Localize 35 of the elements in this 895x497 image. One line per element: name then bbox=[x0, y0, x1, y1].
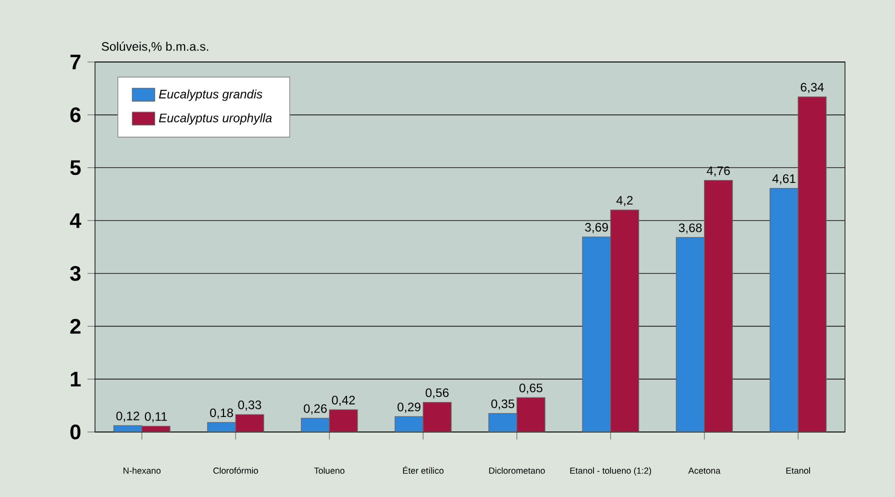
y-tick-label: 5 bbox=[70, 160, 81, 176]
y-tick-label: 3 bbox=[70, 266, 81, 281]
y-tick-label: 2 bbox=[70, 318, 80, 334]
data-label: 3,69 bbox=[585, 222, 608, 234]
data-label: 4,76 bbox=[706, 166, 730, 177]
y-tick-label: 6 bbox=[70, 107, 81, 122]
y-axis-title: Solúveis,% b.m.a.s. bbox=[102, 42, 208, 52]
data-label: 4,61 bbox=[772, 174, 796, 184]
x-tick-label: Tolueno bbox=[314, 467, 344, 474]
data-label: 0,29 bbox=[398, 402, 420, 413]
x-tick-label: Clorofórmio bbox=[213, 467, 258, 474]
data-label: 0,12 bbox=[116, 412, 140, 422]
x-tick-label: Etanol - tolueno (1:2) bbox=[570, 467, 652, 476]
data-label: 0,33 bbox=[238, 400, 262, 411]
data-label: 0,35 bbox=[491, 399, 514, 410]
data-label: 0,42 bbox=[332, 396, 355, 406]
data-label: 0,65 bbox=[519, 384, 542, 394]
data-label: 3,68 bbox=[678, 223, 702, 234]
legend-label: Eucalyptus urophylla bbox=[159, 113, 272, 125]
data-label: 0,11 bbox=[144, 412, 167, 422]
data-label: 0,56 bbox=[426, 388, 449, 399]
y-tick-label: 0 bbox=[70, 424, 80, 440]
data-label: 6,34 bbox=[800, 82, 824, 94]
x-tick-label: N-hexano bbox=[124, 467, 161, 474]
legend-label: Eucalyptus grandis bbox=[159, 89, 262, 101]
y-tick-label: 7 bbox=[70, 54, 80, 70]
y-tick-label: 1 bbox=[70, 372, 81, 386]
y-tick-label: 4 bbox=[70, 213, 82, 228]
data-label: 4,2 bbox=[616, 196, 633, 206]
x-tick-label: Acetona bbox=[688, 468, 720, 474]
x-tick-label: Etanol bbox=[786, 467, 810, 474]
x-tick-label: Diclorometano bbox=[489, 467, 545, 474]
data-label: 0,26 bbox=[304, 404, 327, 414]
data-label: 0,18 bbox=[210, 408, 234, 419]
x-tick-label: Éter etílico bbox=[403, 466, 444, 474]
